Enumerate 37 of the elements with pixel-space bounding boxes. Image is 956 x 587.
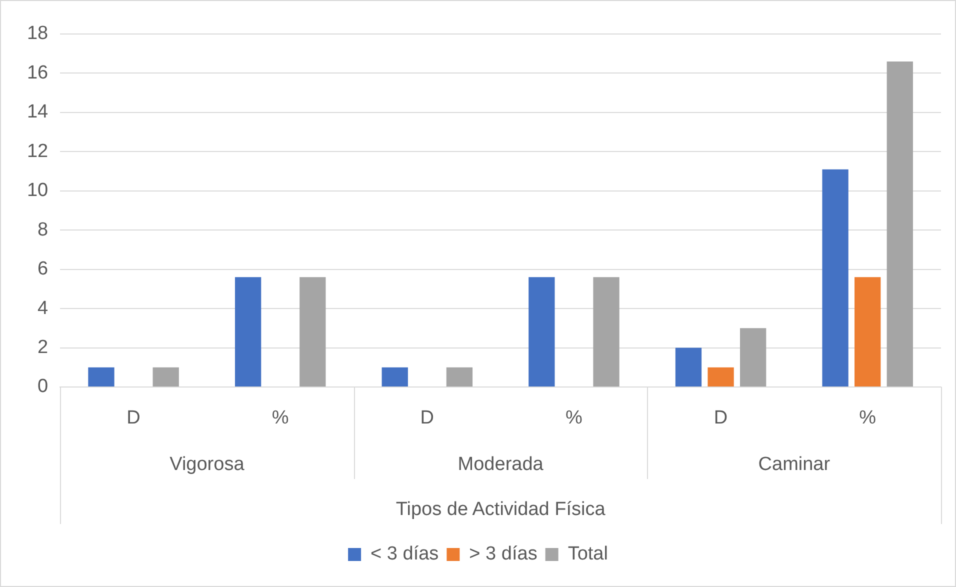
- y-tick-label: 8: [38, 219, 48, 240]
- text: Caminar: [758, 454, 831, 476]
- y-tick-label: 6: [38, 258, 48, 280]
- x-tick-label: D: [420, 408, 434, 429]
- x-tick-label: %: [859, 408, 876, 429]
- bar: [300, 277, 326, 386]
- x-tick-label: D: [714, 408, 728, 429]
- y-tick-label: 4: [38, 298, 49, 319]
- bar: [740, 328, 766, 386]
- x-tick-label: %: [272, 408, 289, 429]
- bar: [234, 277, 262, 386]
- y-tick-label: 2: [38, 337, 48, 358]
- x-axis-title: Tipos de Actividad Física: [396, 499, 606, 520]
- bar: [88, 367, 114, 386]
- bar: [886, 61, 913, 386]
- y-tick-label: 18: [26, 23, 48, 44]
- x-tick-label: D: [126, 408, 140, 429]
- y-tick-label: 14: [26, 102, 49, 123]
- legend-label: Total: [568, 544, 608, 565]
- x-tick-label: %: [566, 408, 583, 429]
- bar: [152, 367, 179, 386]
- text: Moderada: [458, 454, 544, 476]
- bar: [822, 169, 848, 386]
- y-tick-label: 0: [38, 376, 48, 398]
- legend-label: < 3 días: [370, 544, 439, 565]
- y-tick-label: 12: [26, 140, 48, 162]
- bar: [675, 348, 702, 386]
- y-tick-label: 16: [26, 62, 48, 84]
- y-tick-label: 10: [26, 180, 48, 202]
- bar: [854, 277, 881, 386]
- legend-label: > 3 días: [469, 544, 538, 565]
- bar: [593, 277, 620, 386]
- text: Vigorosa: [170, 454, 245, 476]
- bar: [528, 277, 555, 386]
- bar: [446, 367, 473, 386]
- bar: [708, 367, 734, 386]
- bar: [382, 367, 408, 386]
